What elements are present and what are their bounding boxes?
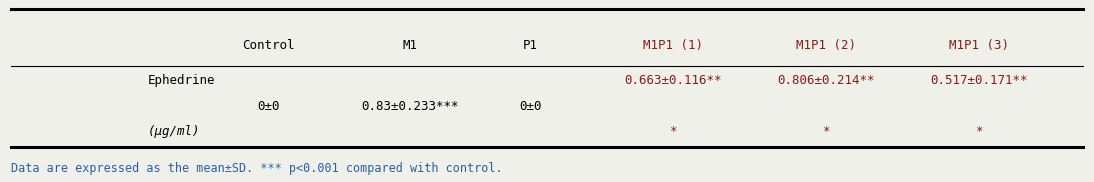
Text: 0.663±0.116**: 0.663±0.116**	[624, 74, 722, 87]
Text: (μg/ml): (μg/ml)	[148, 124, 200, 138]
Text: 0±0: 0±0	[257, 100, 279, 113]
Text: *: *	[670, 124, 676, 138]
Text: 0.517±0.171**: 0.517±0.171**	[930, 74, 1028, 87]
Text: Ephedrine: Ephedrine	[148, 74, 216, 87]
Text: 0±0: 0±0	[520, 100, 542, 113]
Text: P1: P1	[523, 39, 538, 52]
Text: M1P1 (3): M1P1 (3)	[950, 39, 1009, 52]
Text: M1: M1	[403, 39, 418, 52]
Text: 0.806±0.214**: 0.806±0.214**	[777, 74, 875, 87]
Text: M1P1 (1): M1P1 (1)	[643, 39, 702, 52]
Text: 0.83±0.233***: 0.83±0.233***	[361, 100, 459, 113]
Text: *: *	[823, 124, 829, 138]
Text: *: *	[976, 124, 982, 138]
Text: M1P1 (2): M1P1 (2)	[796, 39, 856, 52]
Text: Data are expressed as the mean±SD. *** p<0.001 compared with control.: Data are expressed as the mean±SD. *** p…	[11, 162, 502, 175]
Text: Control: Control	[242, 39, 294, 52]
